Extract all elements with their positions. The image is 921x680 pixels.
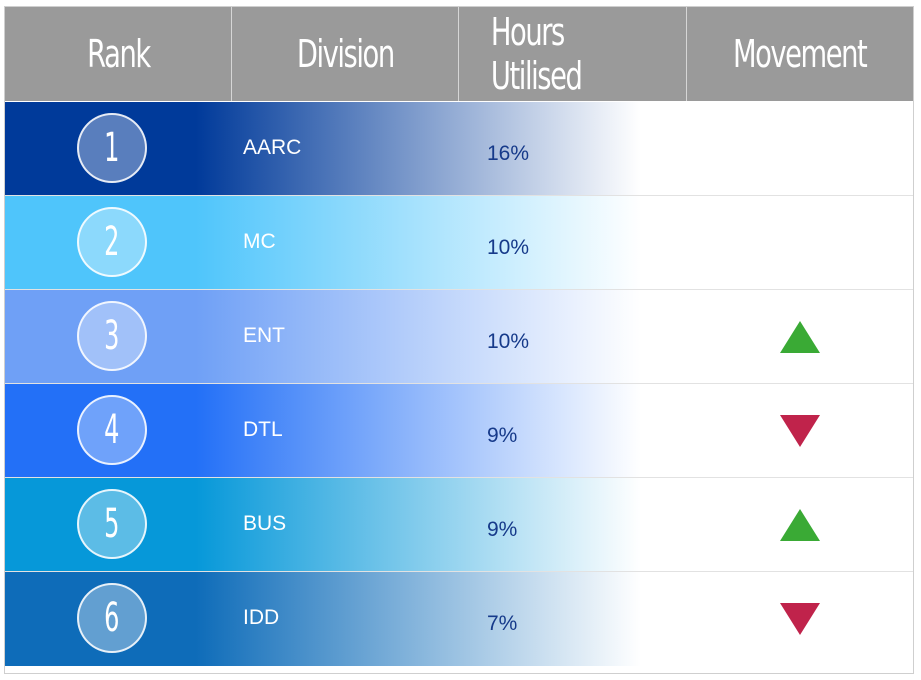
movement-cell [779,226,821,260]
division-name: BUS [243,512,287,535]
table-body: 1 AARC 16% 2 MC 10% 3 ENT 10% 4 DT [5,102,913,666]
hours-utilised-value: 9% [487,424,518,447]
ranking-table: Rank Division Hours Utilised Movement 1 … [4,6,914,674]
hours-utilised-value: 7% [487,612,518,635]
header-rank-cell: Rank [5,7,232,101]
header-hours-utilised: Hours Utilised [490,10,583,98]
hours-utilised-value: 10% [487,330,530,353]
table-row: 3 ENT 10% [5,290,913,384]
rank-number: 3 [104,313,120,359]
up-arrow-icon [780,509,820,541]
rank-badge: 5 [77,489,147,559]
header-division-cell: Division [232,7,459,101]
rank-number: 4 [104,407,120,453]
movement-cell [779,508,821,542]
rank-badge: 2 [77,207,147,277]
movement-cell [779,602,821,636]
division-name: DTL [243,418,283,441]
up-arrow-icon [780,321,820,353]
rank-number: 2 [104,219,120,265]
movement-cell [779,320,821,354]
table-row: 1 AARC 16% [5,102,913,196]
down-arrow-icon [780,415,820,447]
rank-badge: 1 [77,113,147,183]
rank-badge: 3 [77,301,147,371]
hours-utilised-value: 10% [487,236,530,259]
table-header: Rank Division Hours Utilised Movement [5,7,913,101]
table-row: 5 BUS 9% [5,478,913,572]
division-name: MC [243,230,276,253]
down-arrow-icon [780,603,820,635]
table-row: 4 DTL 9% [5,384,913,478]
header-movement: Movement [733,32,868,76]
rank-badge: 4 [77,395,147,465]
header-hours-cell: Hours Utilised [459,7,687,101]
division-name: IDD [243,606,280,629]
rank-badge: 6 [77,583,147,653]
table-row: 2 MC 10% [5,196,913,290]
division-name: AARC [243,136,302,159]
table-row: 6 IDD 7% [5,572,913,666]
division-name: ENT [243,324,285,347]
rank-number: 6 [104,595,120,641]
header-division: Division [297,32,395,76]
movement-cell [779,414,821,448]
hours-utilised-value: 9% [487,518,518,541]
rank-number: 1 [104,125,120,171]
movement-cell [779,132,821,166]
header-movement-cell: Movement [687,7,913,101]
rank-number: 5 [104,501,120,547]
header-rank: Rank [87,32,151,76]
hours-utilised-value: 16% [487,142,530,165]
